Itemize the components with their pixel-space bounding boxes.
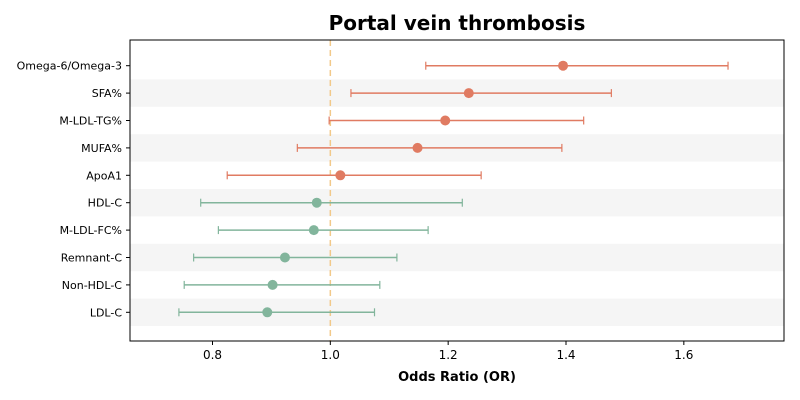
y-tick-label: Omega-6/Omega-3: [17, 60, 122, 73]
y-tick-label: Non-HDL-C: [62, 279, 123, 292]
x-tick-labels: 0.8 1.0 1.2 1.4 1.6: [203, 341, 693, 362]
y-tick-label: SFA%: [92, 87, 122, 100]
y-tick-label: MUFA%: [81, 142, 122, 155]
or-point: [308, 225, 319, 236]
y-tick-label: M-LDL-FC%: [60, 224, 122, 237]
x-tick-label: 1.6: [674, 348, 693, 362]
data-marks: [178, 60, 729, 318]
or-point: [267, 279, 278, 290]
or-point: [440, 115, 451, 126]
y-tick-label: HDL-C: [88, 197, 123, 210]
or-point: [279, 252, 290, 263]
y-tick-label: ApoA1: [86, 169, 122, 182]
or-point: [335, 170, 346, 181]
x-axis-label: Odds Ratio (OR): [398, 370, 516, 385]
or-point: [262, 307, 273, 318]
or-point: [463, 88, 474, 99]
or-point: [558, 60, 569, 71]
or-point: [412, 142, 423, 153]
x-tick-label: 1.4: [556, 348, 575, 362]
x-tick-label: 1.2: [439, 348, 458, 362]
x-tick-label: 1.0: [321, 348, 340, 362]
plot-frame: [129, 39, 785, 342]
x-tick-label: 0.8: [203, 348, 222, 362]
y-tick-labels: Omega-6/Omega-3 SFA% M-LDL-TG% MUFA% ApoA1 HD…: [17, 60, 130, 319]
y-tick-label: LDL-C: [90, 306, 123, 319]
or-point: [311, 197, 322, 208]
y-tick-label: M-LDL-TG%: [59, 115, 122, 128]
chart-title: Portal vein thrombosis: [329, 11, 586, 35]
y-tick-label: Remnant-C: [61, 252, 123, 265]
